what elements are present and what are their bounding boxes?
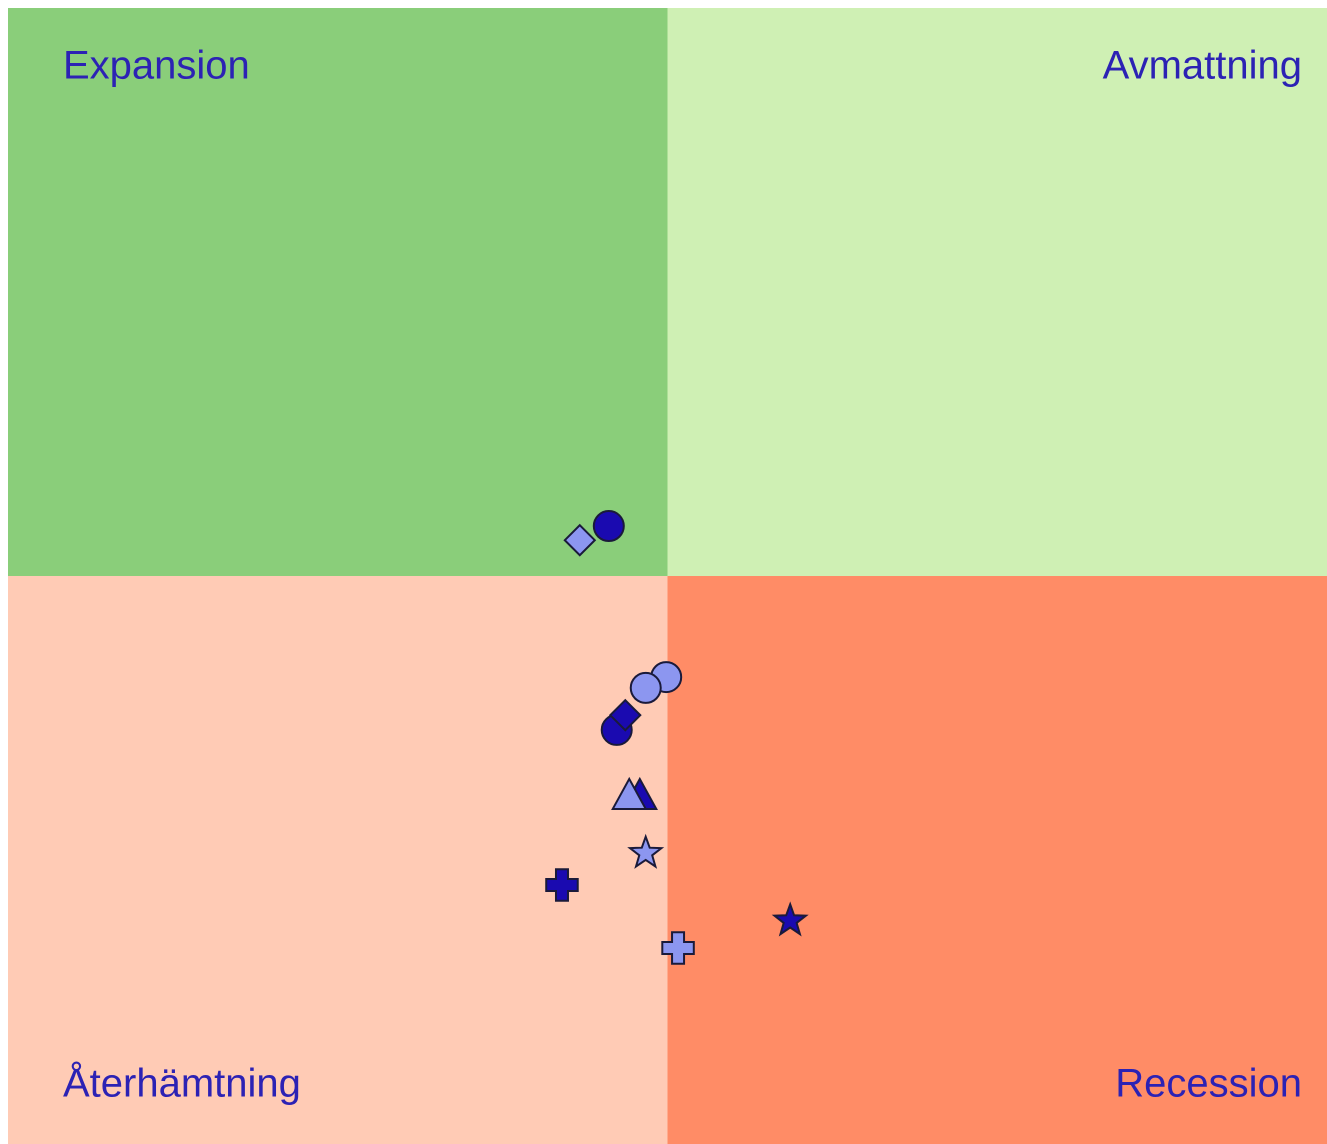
marker bbox=[627, 833, 665, 869]
marker bbox=[629, 671, 662, 704]
quadrant-label: Recession bbox=[1115, 1062, 1302, 1106]
quadrant bbox=[8, 576, 668, 1144]
marker bbox=[563, 523, 597, 557]
quadrant bbox=[667, 576, 1327, 1144]
marker bbox=[608, 698, 642, 732]
quadrant-label: Avmattning bbox=[1103, 44, 1302, 88]
marker bbox=[545, 868, 579, 902]
marker bbox=[592, 510, 625, 543]
marker bbox=[771, 901, 809, 937]
marker bbox=[661, 931, 695, 965]
quadrant-label: Expansion bbox=[63, 44, 250, 88]
quadrant bbox=[8, 8, 668, 576]
quadrant bbox=[667, 8, 1327, 576]
marker bbox=[611, 776, 648, 810]
quadrant-label: Återhämtning bbox=[63, 1061, 301, 1106]
